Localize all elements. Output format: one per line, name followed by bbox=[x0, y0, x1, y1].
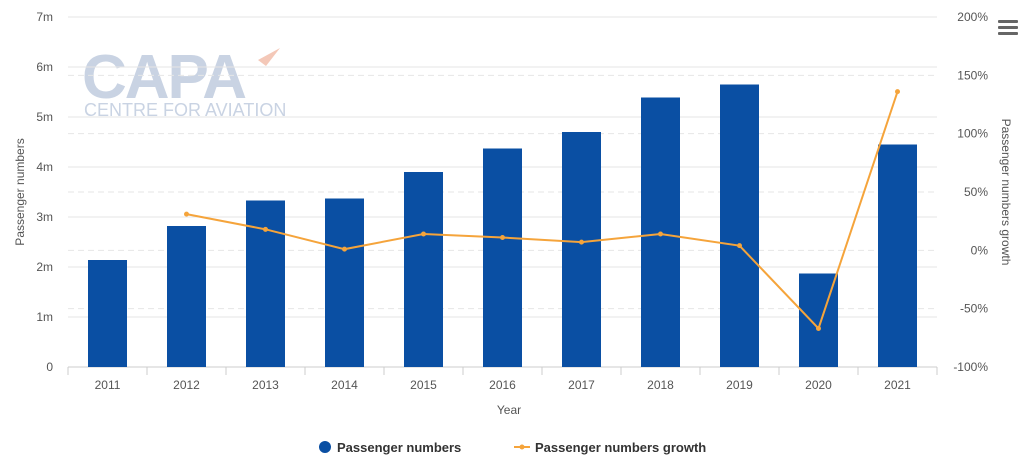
bar[interactable] bbox=[483, 148, 522, 368]
y-tick-label: 2m bbox=[36, 260, 53, 274]
x-tick-label: 2019 bbox=[726, 378, 753, 392]
y-tick-label: 4m bbox=[36, 160, 53, 174]
legend-bar-swatch bbox=[319, 441, 331, 453]
y2-tick-label: 0% bbox=[971, 243, 989, 257]
bar[interactable] bbox=[167, 226, 206, 367]
y2-tick-label: -100% bbox=[953, 360, 988, 374]
menu-line bbox=[998, 26, 1018, 29]
hamburger-menu-icon[interactable] bbox=[998, 20, 1018, 36]
x-axis-title: Year bbox=[497, 403, 521, 417]
right-axis-ticks: -100% -50% 0% 50% 100% 150% 200% bbox=[953, 10, 988, 374]
bar[interactable] bbox=[562, 132, 601, 367]
menu-line bbox=[998, 32, 1018, 35]
x-tick-label: 2020 bbox=[805, 378, 832, 392]
menu-line bbox=[998, 20, 1018, 23]
capa-watermark: CAPA CENTRE FOR AVIATION bbox=[82, 43, 286, 120]
x-tick-label: 2014 bbox=[331, 378, 358, 392]
growth-line bbox=[186, 91, 899, 331]
watermark-arrow bbox=[258, 48, 280, 66]
legend-line-dot bbox=[519, 444, 525, 450]
y2-tick-label: -50% bbox=[960, 302, 988, 316]
line-point[interactable] bbox=[263, 226, 268, 232]
y2-tick-label: 150% bbox=[957, 68, 988, 82]
y-tick-label: 1m bbox=[36, 310, 53, 324]
left-axis-ticks: 0 1m 2m 3m 4m 5m 6m 7m bbox=[36, 10, 53, 374]
bar[interactable] bbox=[404, 172, 443, 367]
legend-bar-label: Passenger numbers bbox=[337, 440, 461, 455]
y2-tick-label: 200% bbox=[957, 10, 988, 24]
y2-axis-title: Passenger numbers growth bbox=[999, 119, 1013, 266]
x-tick-label: 2012 bbox=[173, 378, 200, 392]
line-point[interactable] bbox=[658, 231, 663, 237]
y-tick-label: 6m bbox=[36, 60, 53, 74]
line-point[interactable] bbox=[421, 231, 426, 237]
line-point[interactable] bbox=[895, 89, 900, 95]
line-point[interactable] bbox=[342, 246, 347, 252]
bar[interactable] bbox=[720, 84, 759, 368]
bar-series bbox=[88, 84, 917, 368]
bar[interactable] bbox=[246, 200, 285, 368]
x-tick-label: 2021 bbox=[884, 378, 911, 392]
x-tick-label: 2011 bbox=[95, 378, 121, 392]
x-tick-label: 2013 bbox=[252, 378, 279, 392]
x-tick-label: 2018 bbox=[647, 378, 674, 392]
legend-item-bars[interactable]: Passenger numbers bbox=[319, 440, 461, 455]
y2-tick-label: 100% bbox=[957, 127, 988, 141]
watermark-logo: CAPA bbox=[82, 43, 246, 112]
line-series bbox=[184, 89, 900, 331]
x-axis-ticks: 2011 2012 2013 2014 2015 2016 2017 2018 2019 2020… bbox=[67, 367, 938, 392]
line-point[interactable] bbox=[737, 243, 742, 249]
y-axis-title: Passenger numbers bbox=[13, 138, 27, 245]
line-point[interactable] bbox=[184, 211, 189, 217]
line-point[interactable] bbox=[500, 235, 505, 240]
watermark-tagline: CENTRE FOR AVIATION bbox=[84, 100, 286, 120]
line-point[interactable] bbox=[816, 326, 821, 331]
y-tick-label: 3m bbox=[36, 210, 53, 224]
x-tick-label: 2017 bbox=[568, 378, 595, 392]
y-tick-label: 7m bbox=[36, 10, 53, 24]
y2-tick-label: 50% bbox=[964, 185, 988, 199]
x-tick-label: 2015 bbox=[410, 378, 437, 392]
legend-item-line[interactable]: Passenger numbers growth bbox=[514, 440, 706, 455]
bar[interactable] bbox=[878, 144, 917, 368]
bar[interactable] bbox=[88, 260, 127, 367]
x-tick-label: 2016 bbox=[489, 378, 516, 392]
legend: Passenger numbers Passenger numbers grow… bbox=[319, 440, 706, 455]
y-tick-label: 5m bbox=[36, 110, 53, 124]
line-point[interactable] bbox=[579, 239, 584, 245]
y-tick-label: 0 bbox=[46, 360, 53, 374]
bar[interactable] bbox=[325, 198, 364, 368]
legend-line-label: Passenger numbers growth bbox=[535, 440, 706, 455]
